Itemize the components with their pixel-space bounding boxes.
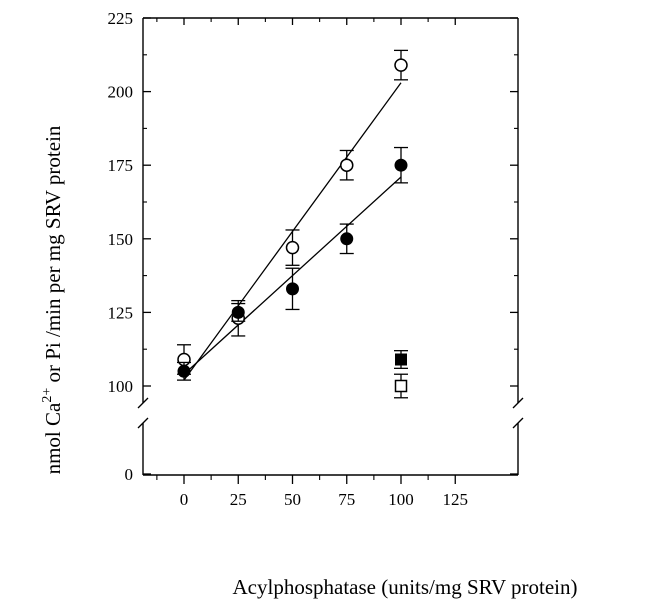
data-point-filled-circle — [177, 364, 191, 378]
data-point-filled-circle — [340, 232, 354, 246]
axis-break-mark-left — [137, 397, 149, 409]
y-tick-label: 150 — [108, 230, 134, 249]
y-axis-title-superscript: 2+ — [40, 388, 55, 403]
data-point-open-circle — [340, 158, 354, 172]
x-tick-label: 25 — [230, 490, 247, 509]
axis-tick-labels: 0 100 125 150 175 200 225 0 25 50 75 100 125 — [108, 9, 469, 509]
y-axis-title-suffix: or Pi /min per mg SRV protein — [41, 125, 65, 388]
x-axis-title: Acylphosphatase (units/mg SRV protein) — [233, 575, 578, 599]
x-tick-label: 50 — [284, 490, 301, 509]
data-point-open-circle — [285, 240, 300, 255]
data-point-open-circle — [394, 58, 408, 72]
x-tick-label: 100 — [388, 490, 414, 509]
y-axis-title: nmol Ca2+ or Pi /min per mg SRV protein — [40, 125, 65, 474]
y-tick-label: 0 — [125, 465, 134, 484]
axis-break-mark-right — [512, 397, 524, 409]
axis-break-mark-left — [137, 417, 149, 429]
y-tick-label: 100 — [108, 377, 134, 396]
y-tick-label: 175 — [108, 156, 134, 175]
data-point-filled-square — [395, 353, 407, 366]
y-tick-label: 200 — [108, 83, 134, 102]
data-point-filled-circle — [394, 158, 408, 172]
plot-frame — [137, 17, 524, 476]
y-tick-label: 125 — [108, 303, 134, 322]
y-axis-title-prefix: nmol Ca — [41, 402, 65, 474]
data-point-filled-circle — [231, 305, 245, 319]
x-tick-label: 75 — [338, 490, 355, 509]
data-markers — [177, 49, 408, 399]
data-point-filled-circle — [286, 282, 299, 296]
y-tick-label: 225 — [108, 9, 134, 28]
x-tick-label: 125 — [443, 490, 469, 509]
x-tick-label: 0 — [180, 490, 189, 509]
axis-ticks — [143, 17, 518, 484]
axis-break-mark-right — [512, 417, 524, 429]
data-point-open-square — [394, 379, 408, 393]
